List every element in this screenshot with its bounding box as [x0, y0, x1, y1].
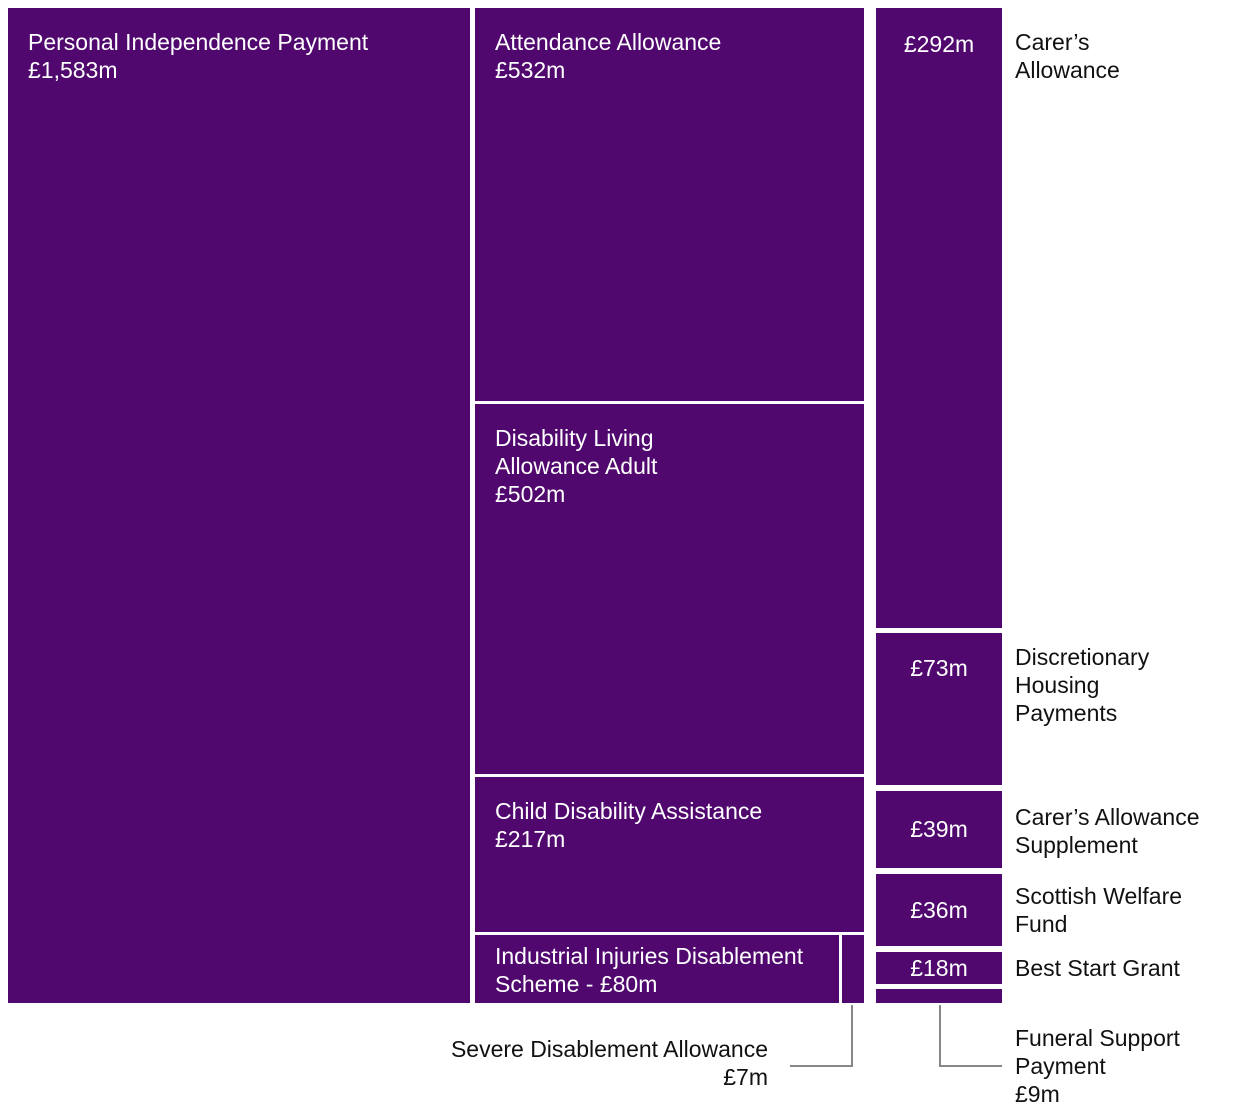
value-label: £7m [723, 1064, 768, 1090]
treemap-cell [475, 8, 864, 401]
treemap-cell [8, 8, 470, 1003]
treemap-cell [876, 8, 1002, 628]
treemap-cell [876, 633, 1002, 785]
category-name: Child Disability Assistance [495, 798, 763, 824]
treemap-cell [842, 935, 864, 1003]
category-name: Personal Independence Payment [28, 29, 369, 55]
category-name: Carer’s Allowance Supplement [1015, 804, 1200, 858]
side-label: Best Start Grant [1015, 954, 1215, 982]
callout-line [939, 1005, 1002, 1067]
callout-label: Funeral Support Payment £9m [1015, 1024, 1205, 1108]
category-name: Discretionary Housing Payments [1015, 644, 1150, 726]
value-label-box: £73m [876, 654, 1002, 682]
side-label: Discretionary Housing Payments [1015, 643, 1175, 727]
treemap-cell [475, 404, 864, 774]
value-label: £36m [910, 897, 968, 923]
cell-label: Personal Independence Payment £1,583m [28, 28, 448, 84]
treemap-cell [876, 989, 1002, 1003]
value-label: £18m [910, 955, 968, 981]
category-name: Carer’s Allowance [1015, 29, 1120, 83]
treemap-cell [876, 952, 1002, 984]
treemap-cell [876, 791, 1002, 868]
side-label: Carer’s Allowance [1015, 28, 1155, 84]
value-label: £532m [495, 57, 566, 83]
value-label-box: £18m [876, 954, 1002, 982]
value-label: £502m [495, 481, 566, 507]
separator: - [579, 971, 600, 997]
category-name: Disability Living Allowance Adult [495, 425, 658, 479]
treemap-cell [876, 874, 1002, 946]
value-label: £80m [599, 971, 658, 997]
cell-label: Attendance Allowance £532m [495, 28, 855, 84]
treemap-cell [475, 777, 864, 932]
value-label-box: £292m [876, 30, 1002, 58]
cell-label: Child Disability Assistance £217m [495, 797, 855, 853]
side-label: Scottish Welfare Fund [1015, 882, 1205, 938]
callout-label: Severe Disablement Allowance £7m [400, 1035, 768, 1091]
cell-label: Industrial Injuries Disablement Scheme -… [495, 942, 835, 998]
value-label: £73m [910, 655, 968, 681]
category-name: Best Start Grant [1015, 955, 1180, 981]
value-label: £1,583m [28, 57, 118, 83]
value-label: £292m [903, 31, 975, 57]
callout-line [790, 1005, 853, 1067]
category-name: Industrial Injuries Disablement Scheme [495, 943, 804, 997]
value-label: £9m [1015, 1081, 1060, 1107]
value-label-box: £39m [876, 815, 1002, 843]
cell-label: Disability Living Allowance Adult £502m [495, 424, 695, 508]
value-label: £217m [495, 826, 566, 852]
value-label-box: £36m [876, 896, 1002, 924]
category-name: Severe Disablement Allowance [450, 1036, 768, 1062]
treemap-cell [475, 935, 839, 1003]
side-label: Carer’s Allowance Supplement [1015, 803, 1230, 859]
category-name: Attendance Allowance [495, 29, 722, 55]
category-name: Scottish Welfare Fund [1015, 883, 1183, 937]
category-name: Funeral Support Payment [1015, 1025, 1180, 1079]
value-label: £39m [910, 816, 968, 842]
